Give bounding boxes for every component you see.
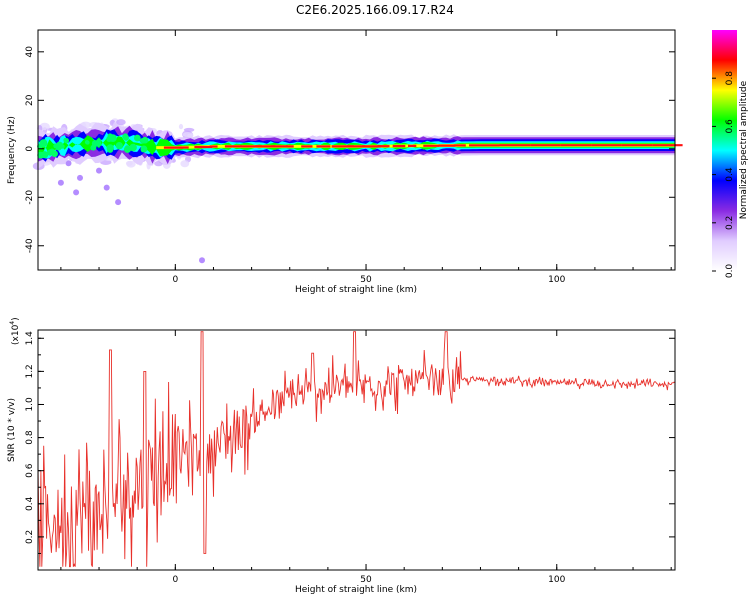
heatmap-green-blob [133, 134, 141, 142]
snr-y-tick-label: 1.2 [25, 364, 35, 378]
colorbar: 0.0 0.2 0.4 0.6 0.8 Normalized spectral ampl… [712, 30, 749, 278]
heatmap-axes: 0 50 100 -40 -20 0 20 40 [25, 30, 675, 285]
heatmap-scatter-blob [65, 160, 72, 167]
heatmap-green-blob [39, 139, 48, 148]
heatmap-x-tick-label: 100 [548, 275, 565, 285]
snr-frame [37, 329, 676, 571]
colorbar-gradient [712, 30, 737, 271]
heatmap-y-tick-label: 20 [25, 94, 35, 106]
heatmap-noise-blob [180, 160, 190, 168]
heatmap-scatter-blob [77, 174, 83, 181]
heatmap-y-tick-label: -20 [25, 190, 35, 205]
snr-series-line [37, 331, 676, 568]
heatmap-y-tick-label: 40 [25, 46, 35, 58]
colorbar-tick-label: 0.0 [725, 264, 735, 279]
figure-title: C2E6.2025.166.09.17.R24 [296, 3, 454, 17]
colorbar-axis: 0.0 0.2 0.4 0.6 0.8 [712, 71, 735, 278]
heatmap-green-blob [115, 141, 123, 150]
snr-y-tick-label: 1.4 [25, 331, 35, 346]
heatmap-green-blob [49, 148, 55, 155]
heatmap-y-tick-label: -40 [25, 238, 35, 253]
colorbar-tick-label: 0.8 [725, 71, 735, 86]
heatmap-green-blob [141, 136, 149, 144]
heatmap-green-blob [95, 141, 102, 147]
snr-x-tick-label: 0 [172, 575, 178, 585]
snr-exponent-label: (x104) [9, 317, 21, 345]
snr-y-tick-label: 0.2 [25, 530, 35, 544]
snr-x-tick-label: 100 [548, 575, 565, 585]
colorbar-tick-label: 0.4 [725, 167, 735, 182]
colorbar-label: Normalized spectral amplitude [739, 80, 749, 219]
heatmap-noise-blob [154, 160, 163, 167]
heatmap-green-blob [63, 138, 69, 144]
heatmap-green-blob [122, 133, 129, 140]
heatmap-noise-blob [116, 119, 126, 126]
heatmap-green-blob [55, 144, 61, 150]
heatmap-y-label: Frequency (Hz) [7, 116, 17, 184]
svg-text:(x104): (x104) [9, 317, 21, 345]
heatmap-noise-blob [41, 127, 47, 131]
heatmap-green-blob [85, 140, 90, 145]
snr-y-tick-label: 1.0 [25, 397, 35, 412]
heatmap-scatter-blob [199, 257, 205, 264]
heatmap-scatter-blob [57, 179, 64, 186]
heatmap-panel: 0 50 100 -40 -20 0 20 40 Height of straight lin… [7, 29, 683, 295]
snr-marks [37, 331, 676, 568]
snr-plot-area [38, 330, 675, 570]
heatmap-marks [32, 118, 683, 264]
heatmap-x-tick-label: 50 [360, 275, 372, 285]
heatmap-scatter-blob [103, 184, 110, 191]
heatmap-green-blob [140, 145, 148, 153]
heatmap-frame [37, 29, 676, 271]
heatmap-noise-blob [178, 123, 184, 130]
snr-panel: 0 50 100 0.2 0.4 0.6 0.8 1.0 1.2 1.4 Height of st… [7, 317, 676, 595]
heatmap-green-blob [106, 144, 114, 152]
snr-y-label: SNR (10 * v/v) [7, 398, 17, 462]
heatmap-scatter-blob [96, 167, 102, 174]
snr-x-tick-label: 50 [360, 575, 372, 585]
heatmap-green-blob [106, 136, 113, 142]
snr-y-tick-label: 0.8 [25, 430, 35, 445]
heatmap-noise-blob [187, 133, 194, 138]
colorbar-tick-label: 0.2 [725, 216, 735, 230]
snr-axes: 0 50 100 0.2 0.4 0.6 0.8 1.0 1.2 1.4 [25, 330, 675, 585]
snr-y-tick-label: 0.6 [25, 463, 35, 478]
heatmap-scatter-blob [73, 189, 80, 196]
heatmap-y-tick-label: 0 [25, 146, 35, 152]
heatmap-noise-blob [125, 160, 133, 166]
heatmap-green-blob [37, 151, 45, 159]
heatmap-x-tick-label: 0 [172, 275, 178, 285]
colorbar-tick-label: 0.6 [725, 119, 735, 134]
heatmap-scatter-blob [115, 199, 122, 206]
heatmap-green-blob [129, 143, 137, 152]
heatmap-green-blob [124, 145, 130, 151]
heatmap-noise-blob [183, 127, 195, 132]
heatmap-x-label: Height of straight line (km) [295, 285, 417, 295]
snr-x-label: Height of straight line (km) [295, 585, 417, 595]
snr-y-tick-label: 0.4 [25, 496, 35, 511]
heatmap-green-blob [90, 144, 97, 151]
